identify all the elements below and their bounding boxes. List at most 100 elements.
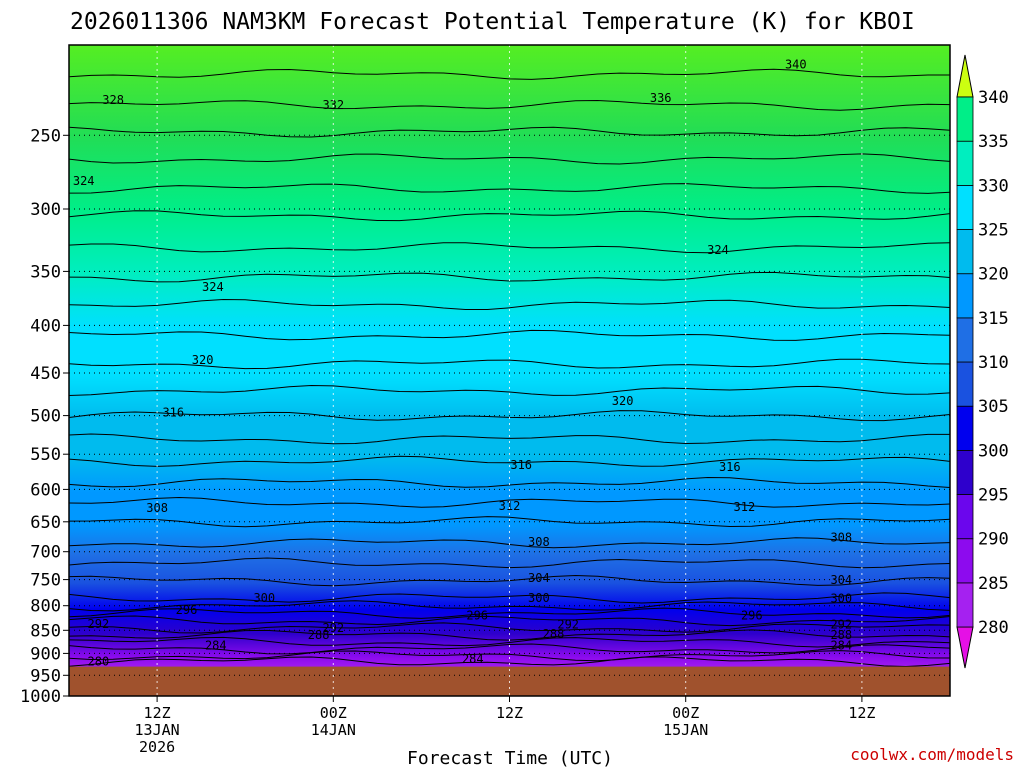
y-tick-label: 400 [30,316,61,336]
x-axis-label: Forecast Time (UTC) [407,748,613,768]
contour-line [69,433,950,445]
colorbar-segment [956,140,974,186]
x-tick-label: 00Z [672,704,699,722]
contour-label: 292 [830,618,852,632]
y-tick-label: 550 [30,445,61,465]
contour-label: 304 [528,571,550,585]
contour-line [69,68,950,80]
contour-label: 280 [88,654,110,668]
colorbar-segment [956,449,974,495]
contour-label: 312 [499,499,521,513]
contour-label: 284 [462,652,484,666]
y-tick-label: 650 [30,513,61,533]
contour-label: 324 [202,280,224,294]
contour-label: 288 [308,628,330,642]
colorbar-tick-label: 295 [978,486,1009,506]
colorbar-tick-label: 305 [978,397,1009,417]
contour-label: 308 [830,531,852,545]
colorbar-segment [956,582,974,628]
contour-label: 308 [528,535,550,549]
contour-label: 304 [830,573,852,587]
y-tick-label: 800 [30,597,61,617]
contour-line [69,153,950,165]
contour-label: 316 [719,460,741,474]
colorbar-tick-label: 285 [978,574,1009,594]
contour-line [69,242,950,254]
contour-label: 312 [734,500,756,514]
x-tick-label: 2026 [139,738,175,756]
colorbar-tick-label: 340 [978,88,1009,108]
y-tick-label: 450 [30,364,61,384]
x-tick-label: 12Z [496,704,523,722]
contour-line [69,600,950,612]
colorbar-tick-label: 290 [978,530,1009,550]
colorbar-segment [956,538,974,584]
contour-label: 320 [192,353,214,367]
contour-label: 296 [176,603,198,617]
contour-label: 296 [741,609,763,623]
colorbar-segment [956,229,974,275]
contour-line [69,615,950,627]
colorbar: 280 285 290 295 300 305 310 315 320 325 330 335 340 [956,54,1009,669]
colorbar-top-arrow [956,54,974,98]
colorbar-tick-label: 280 [978,618,1009,638]
colorbar-tick-label: 335 [978,132,1009,152]
contour-line [69,643,950,655]
contour-label: 284 [830,639,852,653]
y-tick-label: 700 [30,543,61,563]
x-tick-label: 14JAN [311,721,356,739]
colorbar-segment [956,405,974,451]
contour-label: 288 [830,628,852,642]
contour-line [69,329,950,341]
contour-label: 316 [162,405,184,419]
x-tick-label: 12Z [144,704,171,722]
contour-line [69,496,950,508]
contour-label: 320 [612,394,634,408]
colorbar-segment [956,494,974,540]
x-tick-label: 00Z [320,704,347,722]
y-tick-label: 900 [30,644,61,664]
colorbar-segment [956,96,974,142]
colorbar-segment [956,273,974,319]
contour-label: 300 [528,591,550,605]
contour-label: 296 [466,609,488,623]
colorbar-tick-label: 315 [978,309,1009,329]
contour-label: 300 [830,592,852,606]
contour-label: 328 [102,93,124,107]
colorbar-tick-label: 300 [978,441,1009,461]
y-tick-label: 300 [30,200,61,220]
x-tick-label: 12Z [848,704,875,722]
contour-label: 284 [205,639,227,653]
y-tick-label: 500 [30,407,61,427]
colorbar-segment [956,184,974,230]
contour-label: 336 [650,91,672,105]
contour-line [69,298,950,310]
contour-line [69,650,950,662]
colorbar-segment [956,317,974,363]
contour-label: 324 [73,174,95,188]
y-tick-label: 950 [30,666,61,686]
contour-label: 288 [543,627,565,641]
colorbar-bottom-arrow [956,626,974,669]
y-tick-label: 750 [30,571,61,591]
colorbar-tick-label: 330 [978,176,1009,196]
dotted-grid [69,45,950,696]
y-tick-label: 850 [30,621,61,641]
contour-label: 324 [707,243,729,257]
y-tick-label: 250 [30,126,61,146]
contour-label: 292 [88,617,110,631]
contour-label: 316 [510,458,532,472]
y-tick-label: 600 [30,480,61,500]
contour-line [69,516,950,528]
contour-line [69,384,950,396]
contour-line [69,592,950,604]
x-tick-label: 15JAN [663,721,708,739]
contour-line [69,99,950,111]
contour-label: 300 [253,591,275,605]
y-axis: 250 300 350 400 450 500 550 600 650 700 750 800 850 9… [20,126,69,707]
contour-line [69,636,950,648]
contour-line [69,607,950,619]
